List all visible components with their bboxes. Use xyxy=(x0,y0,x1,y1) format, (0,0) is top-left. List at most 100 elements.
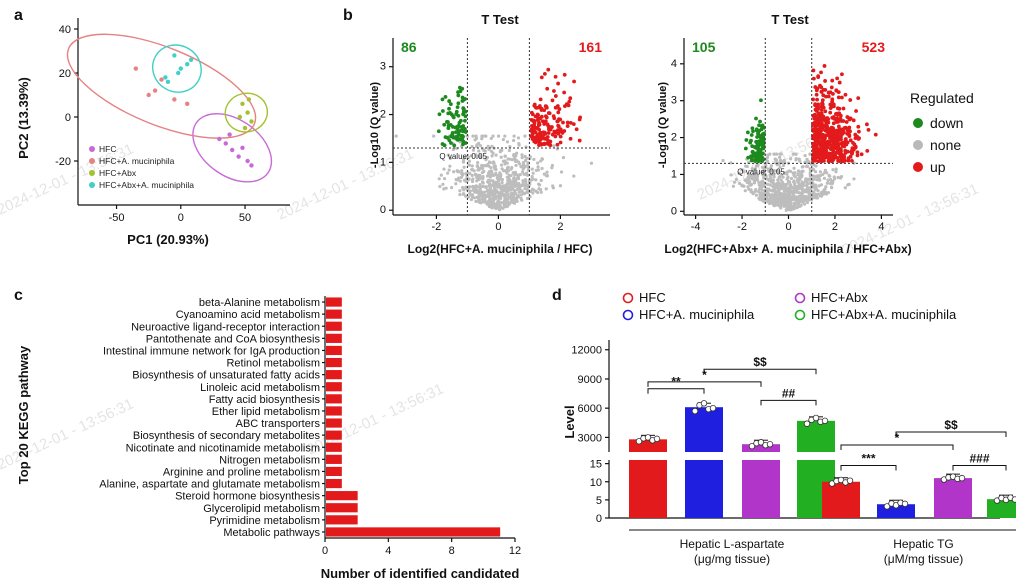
volcano-point-up xyxy=(538,97,543,102)
volcano-point-none xyxy=(852,177,856,181)
volcano-point-none xyxy=(811,167,815,171)
volcano-point-none xyxy=(818,178,822,182)
volcano-point-none xyxy=(531,171,535,175)
panel-d-legend-label: HFC xyxy=(639,290,666,305)
volcano-point-none xyxy=(442,187,446,191)
volcano-point-up xyxy=(840,158,844,163)
volcano-point-none xyxy=(488,188,492,193)
volcano-point-none xyxy=(500,180,504,185)
volcano-point-none xyxy=(505,140,510,144)
panel-d-bar-chart: Level HFC HFC+A. muciniphila HFC+Abx HFC+Ab… xyxy=(562,290,1016,566)
panel-d-y-tick-label: 12000 xyxy=(571,345,602,357)
volcano-point-none xyxy=(493,197,498,201)
volcano-point-none xyxy=(523,178,528,182)
volcano-point-none xyxy=(805,157,809,161)
significance-bracket xyxy=(647,381,762,387)
volcano-point-up xyxy=(815,86,820,91)
volcano-point-none xyxy=(776,178,780,182)
volcano-point-none xyxy=(496,205,500,209)
volcano-point-none xyxy=(818,170,823,174)
volcano-point-up xyxy=(539,108,544,112)
volcano-point-none xyxy=(531,191,535,195)
volcano-point-up xyxy=(820,137,825,142)
panel-d-legend-label: HFC+Abx xyxy=(811,290,868,305)
volcano-point-none xyxy=(824,185,828,189)
volcano-point-up xyxy=(530,129,534,133)
significance-bracket xyxy=(840,444,954,450)
panel-a-legend-label: HFC+Abx xyxy=(99,168,137,178)
volcano-point-none xyxy=(753,172,757,176)
volcano-point-none xyxy=(467,163,471,167)
volcano-point-up xyxy=(821,114,826,119)
kegg-bar xyxy=(326,345,342,356)
volcano-point-none xyxy=(824,192,829,196)
volcano-point-up xyxy=(568,96,573,101)
volcano-point-none xyxy=(729,173,733,177)
panel-d-data-point xyxy=(644,434,652,441)
volcano-point-up xyxy=(822,158,826,163)
panel-a-legend-label: HFC+Abx+A. muciniphila xyxy=(99,180,194,190)
volcano-point-up xyxy=(811,76,816,81)
volcano-down-count: 86 xyxy=(401,39,417,55)
volcano-point-none xyxy=(502,186,506,190)
kegg-bar xyxy=(326,418,342,428)
volcano-point-none xyxy=(825,181,829,185)
pca-point xyxy=(223,141,228,146)
volcano-x-tick-label: 4 xyxy=(878,221,884,233)
volcano-point-none xyxy=(731,184,735,188)
volcano-point-none xyxy=(509,200,513,204)
volcano-point-up xyxy=(830,152,835,157)
volcano-point-down xyxy=(758,151,763,155)
volcano-point-none xyxy=(760,183,764,187)
volcano-point-none xyxy=(480,197,484,201)
volcano-point-up xyxy=(814,120,819,125)
panel-d-data-point xyxy=(846,477,854,484)
kegg-pathway-label: Nitrogen metabolism xyxy=(219,454,320,466)
volcano-y-tick-label: 2 xyxy=(380,109,386,121)
kegg-bar xyxy=(326,394,342,404)
volcano-point-up xyxy=(558,134,563,139)
volcano-point-none xyxy=(491,134,495,138)
volcano-point-none xyxy=(516,194,520,198)
volcano-point-none xyxy=(743,189,747,193)
volcano-point-down xyxy=(461,109,466,114)
panel-d-data-point xyxy=(653,435,661,443)
kegg-bar xyxy=(326,406,342,416)
volcano-point-none xyxy=(503,162,507,166)
pca-confidence-ellipse xyxy=(66,33,257,139)
volcano-point-down xyxy=(753,155,758,160)
volcano-point-none xyxy=(803,198,808,203)
volcano-point-up xyxy=(834,88,839,93)
volcano-point-none xyxy=(491,161,495,165)
volcano-point-up xyxy=(836,135,841,139)
volcano-point-up xyxy=(848,98,853,102)
volcano-point-none xyxy=(836,175,840,180)
panel-d-data-point xyxy=(766,441,774,448)
volcano-point-none xyxy=(789,157,793,161)
volcano-point-down xyxy=(758,119,762,124)
volcano-point-none xyxy=(516,136,521,140)
volcano-point-none xyxy=(744,178,749,182)
volcano-point-up xyxy=(839,95,844,100)
volcano-point-none xyxy=(506,157,510,161)
volcano-point-up xyxy=(547,142,551,147)
kegg-bar xyxy=(326,333,342,343)
volcano-point-none xyxy=(512,182,516,186)
volcano-point-down xyxy=(458,128,463,133)
volcano-point-down xyxy=(461,124,466,128)
volcano-point-down xyxy=(450,124,455,129)
volcano-point-none xyxy=(787,199,792,203)
panel-d-y-tick-label: 0 xyxy=(596,513,602,525)
volcano-point-none xyxy=(478,173,482,177)
volcano-point-up xyxy=(837,80,842,85)
volcano-y-tick-label: 3 xyxy=(671,95,677,107)
volcano-point-none xyxy=(786,195,790,200)
pca-point xyxy=(159,77,164,82)
volcano-point-none xyxy=(778,155,782,160)
panel-d-data-point xyxy=(958,474,966,482)
kegg-bar xyxy=(326,454,342,464)
volcano-point-none xyxy=(778,197,783,201)
volcano-point-none xyxy=(503,134,507,138)
volcano-point-none xyxy=(491,173,495,177)
volcano-point-none xyxy=(470,193,475,197)
